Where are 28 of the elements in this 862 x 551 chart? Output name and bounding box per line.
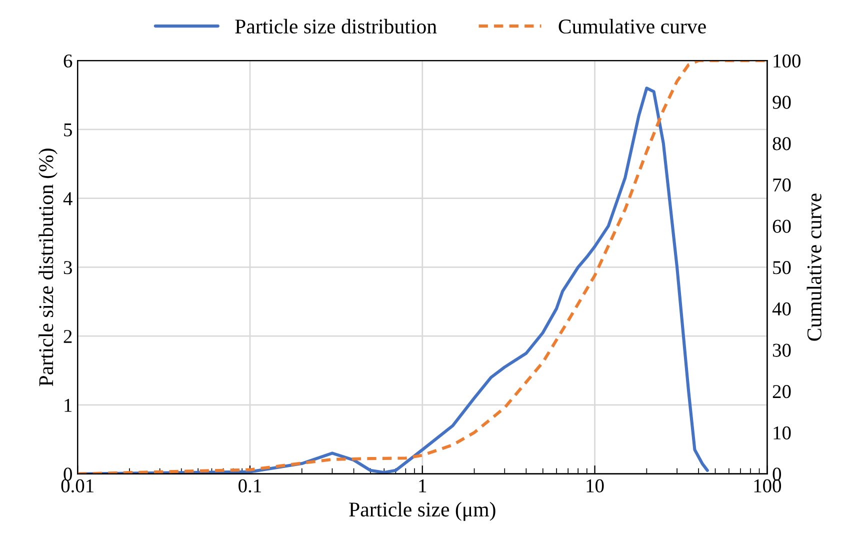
y2-tick-label: 70 bbox=[773, 178, 791, 192]
y-tick-label: 2 bbox=[64, 330, 72, 343]
y-tick-label: 1 bbox=[64, 398, 72, 412]
y-tick-label: 3 bbox=[64, 261, 72, 274]
y2-tick-label: 0 bbox=[772, 468, 782, 481]
y2-tick-label: 90 bbox=[772, 96, 791, 109]
y2-tick-label: 30 bbox=[772, 344, 791, 357]
x-axis-title: Particle size (μm) bbox=[349, 502, 496, 521]
y2-tick-label: 40 bbox=[772, 302, 791, 316]
y2-axis-title: Cumulative curve bbox=[806, 194, 822, 341]
y2-tick-label: 20 bbox=[772, 385, 791, 398]
x-tick-label: 1 bbox=[419, 479, 426, 492]
legend-label: Particle size distribution bbox=[235, 18, 437, 34]
x-tick-label: 10 bbox=[586, 479, 604, 492]
x-tick-label: 0.01 bbox=[61, 479, 94, 492]
y2-tick-label: 80 bbox=[772, 137, 791, 150]
y-tick-label: 5 bbox=[64, 124, 72, 136]
y2-tick-label: 60 bbox=[772, 220, 791, 233]
y-axis-title: Particle size distribution (%) bbox=[38, 148, 58, 386]
y2-tick-label: 100 bbox=[774, 54, 800, 68]
y-tick-label: 0 bbox=[64, 468, 72, 481]
y2-tick-label: 10 bbox=[774, 426, 791, 440]
x-tick-label: 100 bbox=[754, 479, 782, 492]
legend-label: Cumulative curve bbox=[558, 18, 706, 34]
y2-tick-label: 50 bbox=[773, 261, 791, 274]
y-tick-label: 4 bbox=[63, 192, 72, 206]
x-tick-label: 0.1 bbox=[238, 479, 261, 492]
y-tick-label: 6 bbox=[64, 54, 72, 68]
